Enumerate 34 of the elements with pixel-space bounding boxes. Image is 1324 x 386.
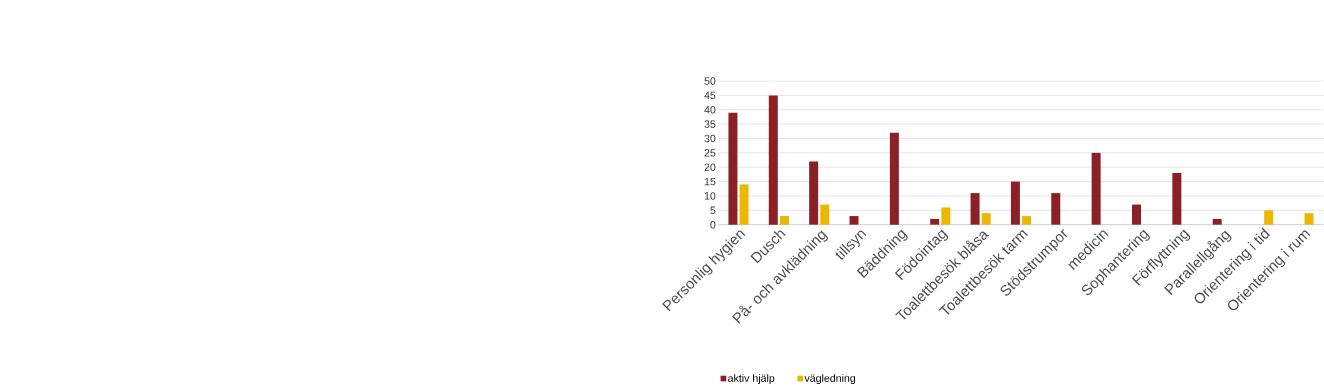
y-tick-label: 30 xyxy=(704,134,716,143)
bar xyxy=(941,207,951,225)
bar xyxy=(728,112,738,225)
legend-label: aktiv hjälp xyxy=(728,374,775,385)
legend-label: vägledning xyxy=(804,374,856,385)
y-tick-label: 20 xyxy=(704,163,716,172)
bar xyxy=(930,219,940,225)
y-tick-label: 35 xyxy=(704,120,716,129)
y-tick-label: 50 xyxy=(704,77,716,85)
bar xyxy=(809,161,819,225)
y-tick-label: 5 xyxy=(710,206,716,215)
bar xyxy=(768,95,778,225)
bar xyxy=(820,204,830,225)
bar xyxy=(849,216,859,225)
bar xyxy=(1051,193,1061,225)
bar xyxy=(739,184,749,225)
bar xyxy=(1022,216,1032,225)
bar xyxy=(1304,213,1314,225)
bar xyxy=(970,193,980,225)
bar xyxy=(1264,210,1274,225)
y-tick-label: 10 xyxy=(704,192,716,200)
bar xyxy=(779,216,789,225)
bar xyxy=(1212,219,1222,225)
y-tick-label: 40 xyxy=(704,106,716,114)
y-tick-label: 15 xyxy=(704,178,716,186)
bar xyxy=(1131,204,1141,225)
y-tick-label: 45 xyxy=(704,91,716,100)
bar xyxy=(1172,173,1182,225)
bar xyxy=(981,213,991,225)
bar xyxy=(1091,152,1101,225)
y-tick-label: 25 xyxy=(704,149,716,157)
bar xyxy=(889,132,899,225)
bar xyxy=(1010,181,1020,225)
y-tick-label: 0 xyxy=(710,221,716,229)
